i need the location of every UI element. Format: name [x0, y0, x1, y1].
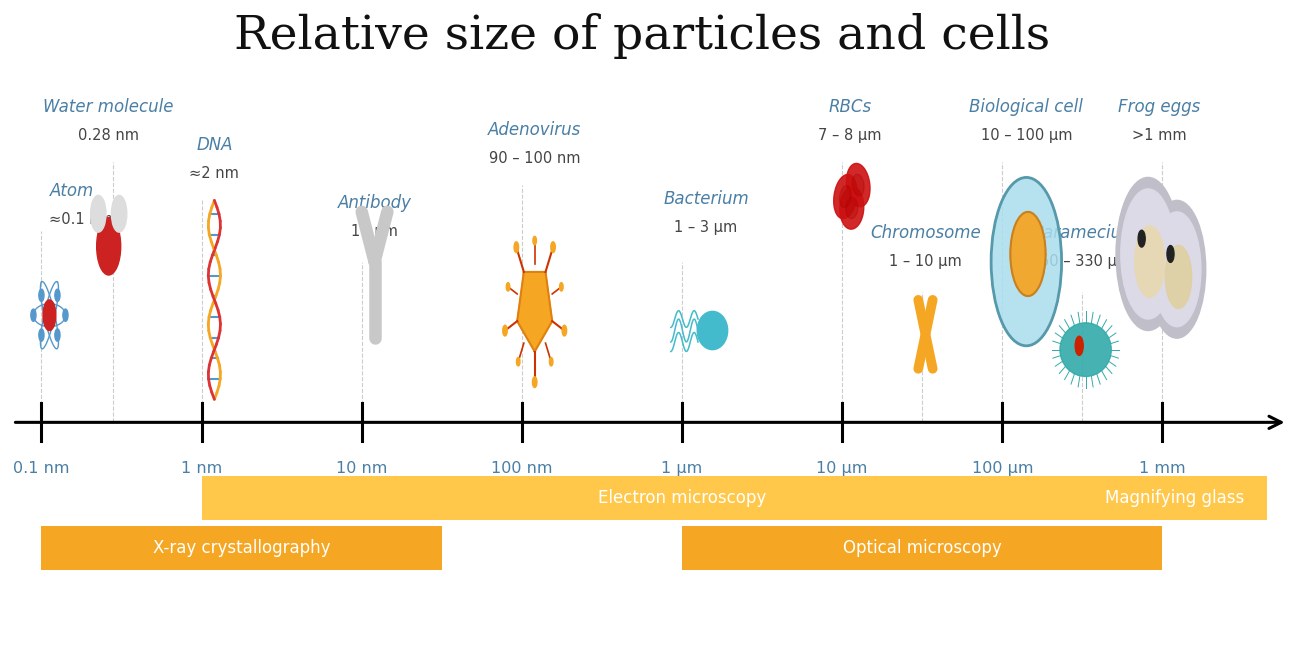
- Polygon shape: [853, 175, 865, 196]
- Text: Adenovirus: Adenovirus: [488, 121, 581, 139]
- Circle shape: [1148, 200, 1205, 338]
- Text: 50 – 330 μm: 50 – 330 μm: [1040, 254, 1131, 269]
- Text: ≈0.1 nm: ≈0.1 nm: [49, 212, 113, 227]
- Circle shape: [39, 329, 44, 341]
- Text: 10 – 100 μm: 10 – 100 μm: [980, 128, 1072, 143]
- Circle shape: [516, 358, 520, 366]
- Circle shape: [1167, 245, 1174, 262]
- Circle shape: [506, 283, 510, 291]
- Text: Magnifying glass: Magnifying glass: [1105, 489, 1244, 507]
- Ellipse shape: [697, 311, 728, 350]
- Text: Paramecium: Paramecium: [1034, 225, 1138, 243]
- Circle shape: [1135, 226, 1165, 297]
- Text: 0.28 nm: 0.28 nm: [78, 128, 139, 143]
- Circle shape: [1138, 230, 1145, 247]
- Text: Biological cell: Biological cell: [970, 98, 1083, 116]
- Text: 10 μm: 10 μm: [816, 461, 868, 476]
- Text: 1 nm: 1 nm: [181, 461, 222, 476]
- Text: 1 μm: 1 μm: [662, 461, 703, 476]
- Circle shape: [551, 242, 555, 253]
- Circle shape: [550, 358, 552, 366]
- Circle shape: [562, 325, 567, 336]
- Text: 1 mm: 1 mm: [1139, 461, 1186, 476]
- Circle shape: [55, 329, 60, 341]
- Circle shape: [991, 177, 1062, 346]
- Text: Relative size of particles and cells: Relative size of particles and cells: [234, 13, 1050, 59]
- Text: 90 – 100 nm: 90 – 100 nm: [489, 151, 580, 166]
- Circle shape: [1153, 212, 1201, 327]
- Bar: [1083, 476, 1266, 520]
- Circle shape: [112, 196, 127, 232]
- Circle shape: [1010, 212, 1045, 296]
- Text: 1 – 10 μm: 1 – 10 μm: [889, 254, 962, 269]
- Circle shape: [91, 196, 107, 232]
- Text: Electron microscopy: Electron microscopy: [598, 489, 766, 507]
- Circle shape: [1075, 336, 1083, 356]
- Text: Chromosome: Chromosome: [870, 225, 980, 243]
- Text: Optical microscopy: Optical microscopy: [842, 539, 1001, 557]
- Circle shape: [55, 289, 60, 301]
- Text: Antibody: Antibody: [338, 194, 412, 212]
- Text: Water molecule: Water molecule: [43, 98, 174, 116]
- Circle shape: [514, 242, 519, 253]
- Text: 10 nm: 10 nm: [351, 223, 398, 239]
- Polygon shape: [846, 198, 858, 219]
- Ellipse shape: [1060, 323, 1112, 376]
- Bar: [202, 476, 1162, 520]
- Text: RBCs: RBCs: [828, 98, 872, 116]
- Polygon shape: [833, 175, 857, 219]
- Text: 7 – 8 μm: 7 – 8 μm: [819, 128, 881, 143]
- Circle shape: [62, 309, 68, 321]
- Circle shape: [503, 325, 507, 336]
- Text: 100 μm: 100 μm: [971, 461, 1034, 476]
- Circle shape: [1121, 189, 1175, 319]
- Text: 100 nm: 100 nm: [491, 461, 552, 476]
- Text: 0.1 nm: 0.1 nm: [13, 461, 70, 476]
- Text: Bacterium: Bacterium: [663, 190, 749, 208]
- Text: X-ray crystallography: X-ray crystallography: [153, 539, 330, 557]
- Text: 1 – 3 μm: 1 – 3 μm: [675, 220, 737, 235]
- Text: Frog eggs: Frog eggs: [1118, 98, 1200, 116]
- Text: 10 nm: 10 nm: [335, 461, 387, 476]
- Circle shape: [533, 377, 537, 387]
- Circle shape: [559, 283, 563, 291]
- Circle shape: [43, 300, 56, 330]
- Bar: [682, 525, 1162, 570]
- Bar: [42, 525, 442, 570]
- Polygon shape: [840, 187, 863, 229]
- Text: >1 mm: >1 mm: [1132, 128, 1187, 143]
- Text: DNA: DNA: [196, 136, 233, 155]
- Text: ≈2 nm: ≈2 nm: [190, 167, 239, 181]
- Text: Atom: Atom: [49, 182, 94, 200]
- Circle shape: [39, 289, 44, 301]
- Circle shape: [1165, 245, 1192, 309]
- Circle shape: [96, 217, 121, 275]
- Circle shape: [31, 309, 36, 321]
- Circle shape: [533, 237, 537, 245]
- Polygon shape: [846, 163, 870, 207]
- Polygon shape: [517, 272, 552, 352]
- Circle shape: [1115, 177, 1180, 330]
- Polygon shape: [840, 186, 852, 208]
